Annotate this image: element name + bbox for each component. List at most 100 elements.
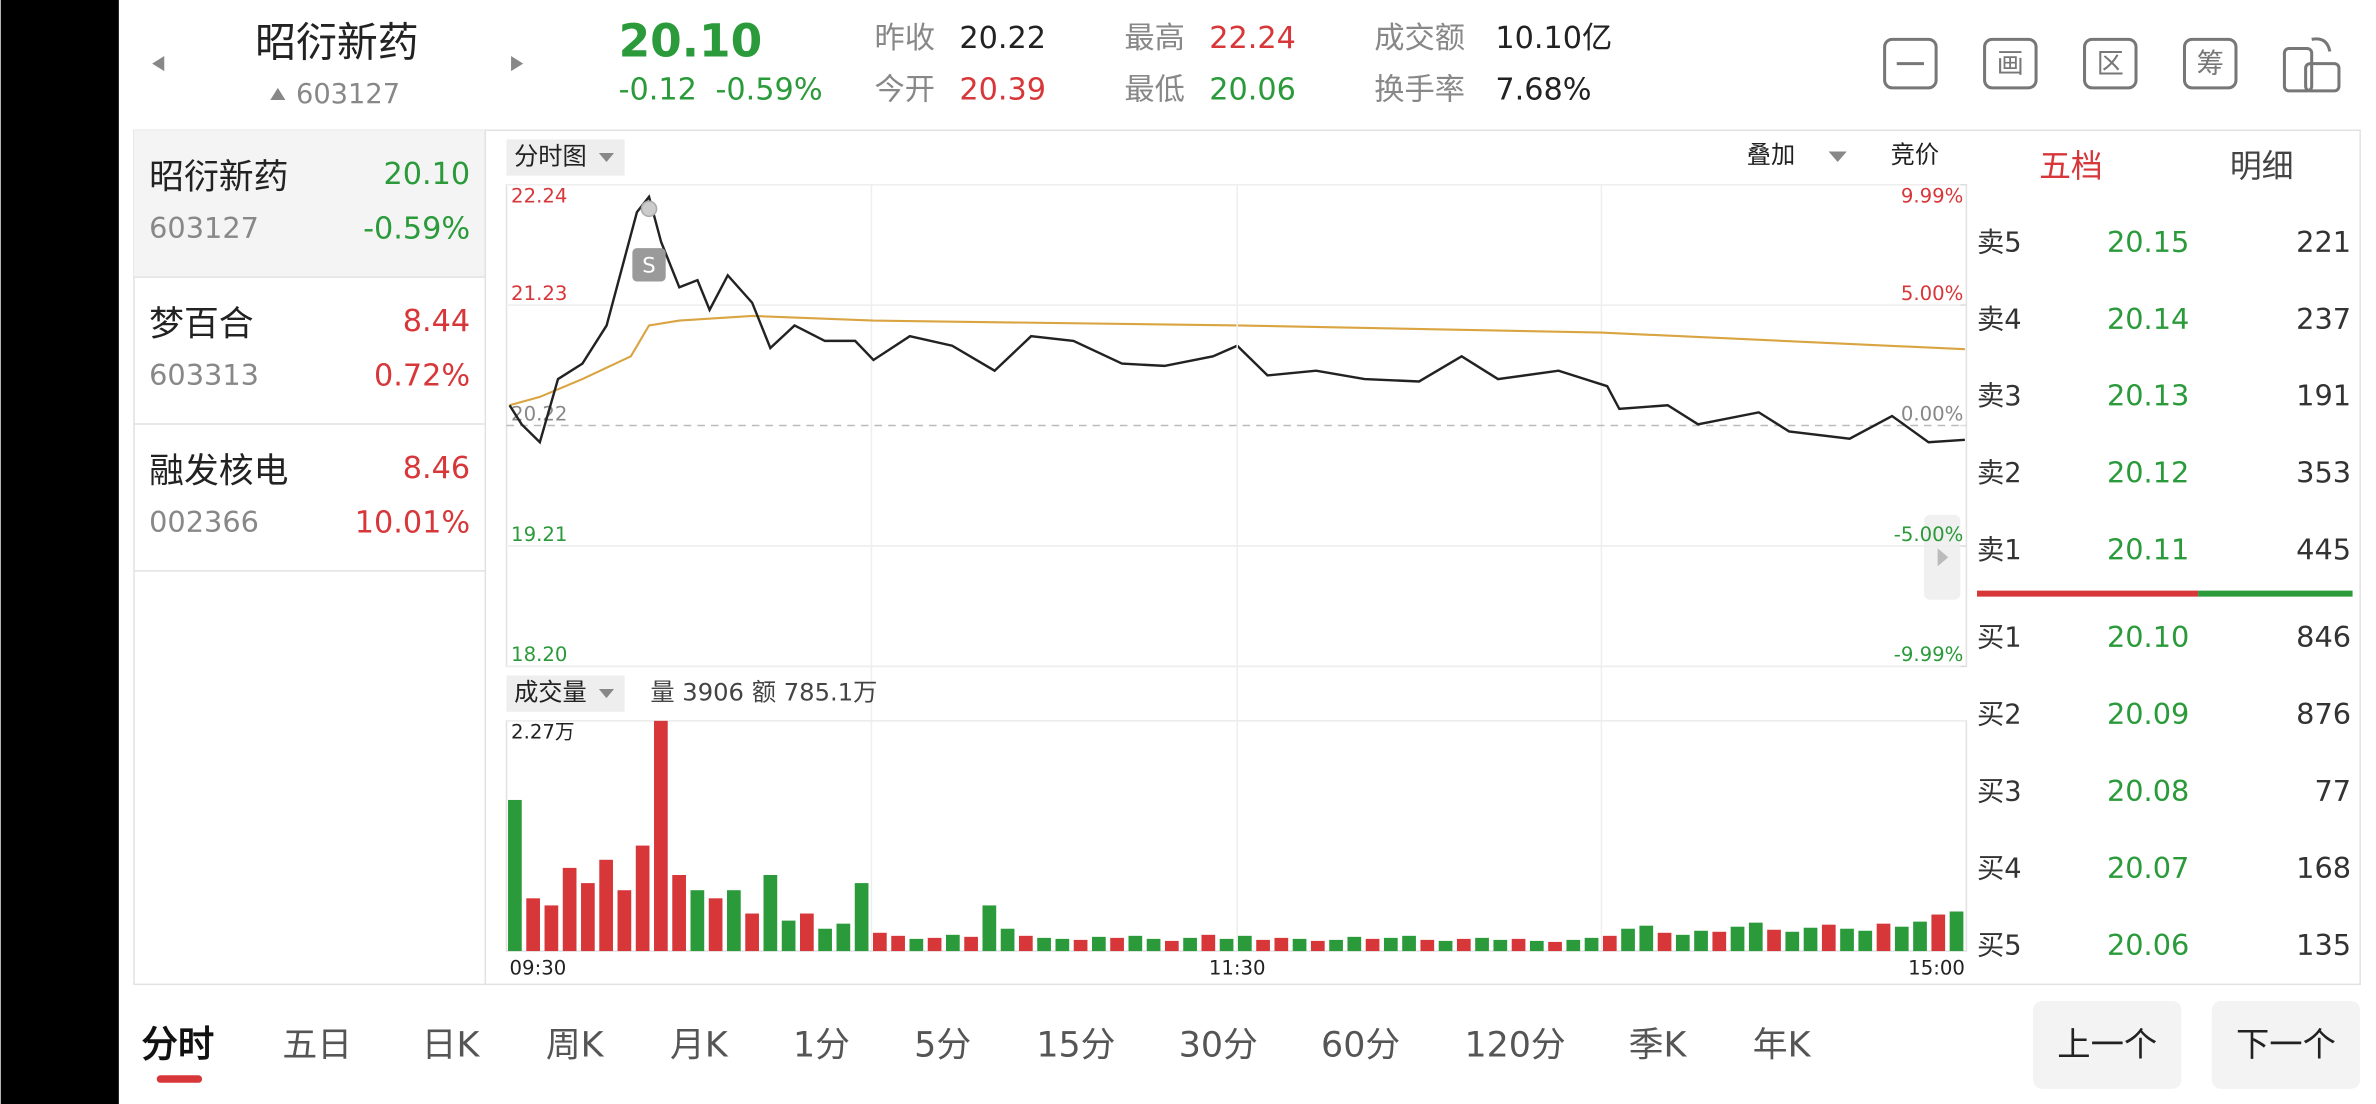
orderbook-tab[interactable]: 五档 xyxy=(2039,148,2103,185)
period-tab[interactable]: 120分 xyxy=(1464,1025,1565,1065)
nav-button[interactable] xyxy=(2033,1001,2182,1089)
watch-code: 603127 xyxy=(149,211,259,245)
prev-stock-arrow[interactable] xyxy=(152,56,165,72)
volume-bar xyxy=(1803,927,1818,952)
stat-value: 10.10亿 xyxy=(1495,21,1612,56)
book-volume: 135 xyxy=(2296,928,2351,962)
icon-box[interactable] xyxy=(2182,37,2238,90)
overlay-button[interactable]: 叠加 xyxy=(1747,141,1795,169)
stat-label: 成交额 xyxy=(1374,21,1465,56)
volume-bar xyxy=(1073,939,1088,952)
volume-bar xyxy=(617,890,632,952)
auction-button[interactable]: 竞价 xyxy=(1891,141,1939,169)
volume-bar xyxy=(891,935,905,952)
x-tick-label: 15:00 xyxy=(1908,957,1965,980)
stat-label: 今开 xyxy=(875,72,936,107)
nav-button-label[interactable]: 上一个 xyxy=(2057,1025,2157,1064)
book-price: 20.12 xyxy=(2107,456,2189,490)
stat-label: 最高 xyxy=(1124,21,1185,56)
avg-line xyxy=(509,314,1965,407)
y-tick-label: 22.24 xyxy=(511,184,567,207)
volume-bar xyxy=(581,883,595,952)
volume-bar xyxy=(1219,938,1234,952)
next-stock-arrow[interactable] xyxy=(511,56,524,72)
book-price: 20.09 xyxy=(2107,697,2189,731)
watch-row-active xyxy=(133,130,486,278)
volume-bar xyxy=(1675,934,1690,952)
y2-tick-label: 9.99% xyxy=(1901,184,1964,207)
period-tab[interactable]: 月K xyxy=(670,1025,729,1065)
watch-name[interactable]: 梦百合 xyxy=(149,305,254,345)
volume-tab[interactable]: 成交量 xyxy=(514,679,587,707)
y-tick-label: 21.23 xyxy=(511,282,567,305)
volume-bar xyxy=(1128,935,1143,952)
price-change-pct: -0.59% xyxy=(716,72,823,107)
volume-bar xyxy=(982,905,997,952)
chart-tab[interactable]: 分时图 xyxy=(514,142,587,170)
toolbar-icon-label[interactable]: 画 xyxy=(1997,49,2024,80)
book-label: 买4 xyxy=(1977,853,2022,884)
watch-price: 20.10 xyxy=(384,157,471,192)
orderbook-tab[interactable]: 明细 xyxy=(2230,148,2294,185)
volume-bar xyxy=(1858,930,1873,952)
volume-bar xyxy=(1310,940,1325,952)
toolbar-icon-label[interactable]: 筹 xyxy=(2197,49,2224,80)
nav-button[interactable] xyxy=(2211,1001,2361,1089)
period-tab[interactable]: 5分 xyxy=(914,1025,971,1065)
volume-stat: 量 3906 xyxy=(650,679,744,707)
icon-box[interactable] xyxy=(2083,37,2138,90)
book-volume: 77 xyxy=(2314,774,2351,808)
volume-bar xyxy=(1529,940,1544,952)
volume-bar xyxy=(1712,931,1727,952)
period-tab[interactable]: 1分 xyxy=(793,1025,850,1065)
period-tab[interactable]: 年K xyxy=(1753,1025,1812,1065)
icon-box[interactable] xyxy=(1983,37,2038,90)
period-tab[interactable]: 周K xyxy=(546,1025,605,1065)
volume-bar xyxy=(1694,930,1708,952)
volume-bar xyxy=(745,913,759,952)
volume-bar xyxy=(964,936,978,952)
icon-phone[interactable] xyxy=(2282,46,2314,93)
volume-bar xyxy=(1000,928,1015,952)
book-price: 20.08 xyxy=(2107,774,2189,808)
toolbar-icons xyxy=(1883,37,2341,93)
y2-tick-label: -5.00% xyxy=(1894,523,1964,546)
book-label: 买2 xyxy=(1977,700,2022,731)
period-tab[interactable]: 五日 xyxy=(282,1025,352,1065)
stock-code: 603127 xyxy=(296,79,400,110)
icon-box[interactable] xyxy=(1883,37,1938,90)
book-volume: 168 xyxy=(2296,851,2351,885)
left-bezel xyxy=(0,0,119,1104)
toolbar-icon-label[interactable]: 区 xyxy=(2097,49,2124,80)
annotation: S xyxy=(642,252,655,277)
volume-bar xyxy=(1840,928,1854,952)
volume-bar xyxy=(1913,921,1927,952)
period-tab[interactable]: 季K xyxy=(1629,1025,1688,1065)
watch-name[interactable]: 昭衍新药 xyxy=(149,158,288,198)
stock-name: 昭衍新药 xyxy=(255,18,419,66)
volume-bar xyxy=(1274,937,1289,952)
period-tab[interactable]: 30分 xyxy=(1179,1025,1258,1065)
stat-value: 7.68% xyxy=(1495,72,1591,107)
period-tab[interactable]: 分时 xyxy=(142,1022,215,1065)
nav-button-label[interactable]: 下一个 xyxy=(2236,1025,2336,1064)
volume-bar xyxy=(1767,929,1781,952)
volume-bar xyxy=(1821,924,1836,952)
period-tab[interactable]: 15分 xyxy=(1036,1025,1115,1065)
active-underline xyxy=(156,1075,203,1083)
book-price: 20.11 xyxy=(2107,533,2189,567)
scroll-arrow xyxy=(1937,548,1949,567)
period-tab[interactable]: 60分 xyxy=(1321,1025,1400,1065)
book-label: 卖2 xyxy=(1977,458,2022,489)
watch-change: 0.72% xyxy=(374,359,470,394)
volume-bar xyxy=(544,905,559,952)
volume-bar xyxy=(1183,937,1197,952)
volume-bar xyxy=(1256,939,1270,952)
stat-value: 20.06 xyxy=(1209,72,1296,107)
volume-bar xyxy=(1018,935,1033,952)
watch-name[interactable]: 融发核电 xyxy=(149,451,288,491)
volume-bar xyxy=(1602,935,1617,952)
period-tab[interactable]: 日K xyxy=(422,1025,481,1065)
y-tick-label: 19.21 xyxy=(511,523,567,546)
